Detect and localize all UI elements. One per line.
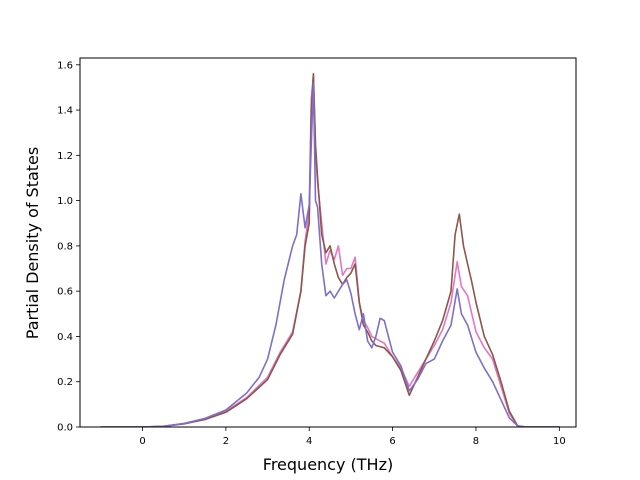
y-tick-label: 0.8	[57, 241, 73, 252]
x-tick-label: 10	[553, 436, 566, 447]
y-tick-label: 0.6	[57, 287, 73, 298]
y-tick-label: 0.0	[57, 423, 73, 434]
x-tick-label: 2	[223, 436, 229, 447]
y-tick-label: 1.2	[57, 151, 73, 162]
series-line-1	[100, 75, 561, 427]
y-tick-label: 0.4	[57, 332, 73, 343]
x-tick-label: 6	[389, 436, 395, 447]
series-group	[100, 73, 561, 427]
y-tick-label: 1.6	[57, 60, 73, 71]
y-axis: 0.0 0.2 0.4 0.6 0.8 1.0 1.2 1.4 1.6	[57, 60, 80, 434]
y-tick-label: 0.2	[57, 377, 73, 388]
y-tick-label: 1.4	[57, 106, 73, 117]
plot-frame	[79, 57, 577, 428]
x-axis-label: Frequency (THz)	[263, 455, 393, 474]
y-tick-label: 1.0	[57, 196, 73, 207]
x-axis: 0 2 4 6 8 10	[139, 427, 566, 447]
x-tick-label: 4	[306, 436, 312, 447]
x-tick-label: 0	[139, 436, 145, 447]
x-tick-label: 8	[473, 436, 479, 447]
series-line-2	[100, 73, 561, 427]
y-axis-label: Partial Density of States	[23, 147, 42, 339]
series-line-3	[100, 82, 561, 427]
